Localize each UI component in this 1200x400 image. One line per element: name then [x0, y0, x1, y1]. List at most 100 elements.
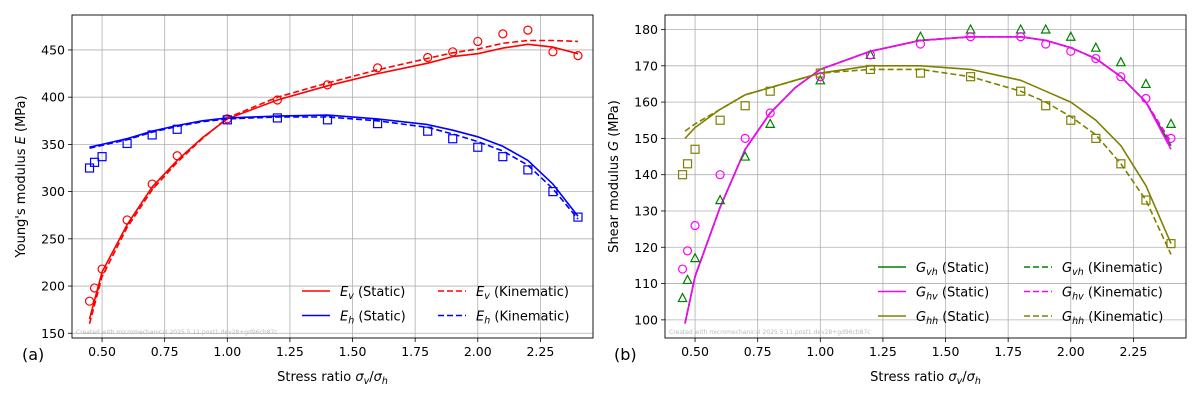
series-line-ev-static: [88, 43, 579, 320]
data-point-marker: [677, 264, 688, 274]
y-tick-label: 110: [634, 276, 658, 291]
data-point-marker: [498, 29, 508, 39]
data-point-marker: [1090, 41, 1102, 52]
data-point-marker: [573, 212, 583, 222]
data-point-marker: [272, 113, 282, 123]
data-point-marker: [423, 52, 433, 63]
data-point-marker: [1140, 78, 1152, 89]
legend-entry-label: Gvh (Static): [916, 261, 989, 278]
data-point-marker: [1015, 23, 1026, 34]
y-tick-label: 170: [634, 58, 658, 73]
x-tick-label: 2.25: [1119, 344, 1147, 359]
x-tick-label: 1.25: [276, 344, 304, 359]
x-tick-label: 0.50: [88, 344, 116, 359]
x-axis-label: Stress ratio σv/σh: [277, 370, 388, 387]
data-point-marker: [1016, 32, 1026, 42]
data-point-marker: [1066, 46, 1076, 56]
data-point-marker: [1116, 72, 1126, 82]
data-point-marker: [523, 165, 533, 175]
legend: Ev (Static) Eh (Static) Ev (Kinematic) Eh (…: [302, 285, 569, 327]
data-point-marker: [272, 95, 282, 105]
x-tick-label: 0.50: [681, 344, 709, 359]
data-point-marker: [765, 108, 775, 118]
data-point-marker: [548, 47, 558, 57]
series-line-ghh-static: [684, 65, 1172, 244]
data-point-marker: [172, 124, 182, 134]
panel-tag: (b): [614, 345, 637, 364]
data-point-marker: [1040, 23, 1051, 34]
y-tick-label: 100: [634, 312, 658, 327]
legend-entry-label: Ghh (Static): [916, 310, 990, 327]
data-point-marker: [448, 134, 458, 144]
data-point-marker: [473, 36, 483, 47]
chart-panel-b: 0.50 0.75 1.00 1.25 1.50 1.75 2.00 2.25 100 110 12…: [607, 14, 1187, 387]
x-tick-label: 1.00: [806, 344, 834, 359]
y-tick-label: 250: [41, 231, 65, 246]
data-point-marker: [714, 194, 726, 205]
x-tick-label: 0.75: [151, 344, 179, 359]
data-point-marker: [222, 115, 232, 125]
markers-eh: [84, 113, 583, 222]
data-point-marker: [682, 246, 693, 256]
y-tick-label: 300: [41, 184, 65, 199]
x-tick-label: 2.25: [526, 344, 554, 359]
data-point-marker: [677, 292, 688, 303]
y-tick-label: 130: [634, 203, 658, 218]
legend-entry-label: Eh (Static): [340, 310, 406, 327]
data-point-marker: [715, 170, 725, 180]
data-point-marker: [682, 274, 693, 285]
data-point-marker: [1091, 133, 1101, 143]
x-axis-label: Stress ratio σv/σh: [870, 370, 981, 387]
data-point-marker: [498, 152, 508, 162]
data-point-marker: [1091, 53, 1101, 64]
x-tick-label: 2.00: [1057, 344, 1085, 359]
data-point-marker: [1141, 195, 1151, 205]
panel-tag: (a): [22, 345, 44, 364]
data-point-marker: [677, 170, 688, 180]
data-point-marker: [682, 159, 693, 169]
data-point-marker: [147, 179, 157, 189]
series-lines: [88, 39, 579, 325]
plot-frame: [664, 14, 1187, 339]
y-axis-label: Young's modulus E (MPa): [14, 95, 29, 258]
data-point-marker: [715, 115, 725, 125]
x-tick-label: 1.75: [994, 344, 1022, 359]
data-point-marker: [739, 150, 751, 161]
y-axis-label: Shear modulus G (MPa): [607, 100, 622, 253]
data-point-marker: [689, 252, 701, 263]
data-point-marker: [89, 283, 100, 293]
y-tick-label: 120: [634, 240, 658, 255]
y-tick-label: 160: [634, 95, 658, 110]
x-tick-label: 1.50: [339, 344, 367, 359]
data-point-marker: [372, 119, 383, 129]
data-point-marker: [84, 296, 95, 306]
data-point-marker: [915, 30, 926, 41]
x-tick-label: 1.75: [401, 344, 429, 359]
y-tick-label: 400: [41, 90, 65, 105]
data-point-marker: [97, 264, 107, 274]
y-tick-label: 150: [41, 326, 65, 341]
legend-entry-label: Ghv (Static): [916, 286, 989, 303]
x-tick-label: 1.50: [932, 344, 960, 359]
data-point-marker: [1066, 115, 1076, 125]
legend-entry-label: Gvh (Kinematic): [1062, 261, 1163, 278]
x-tick-label: 1.25: [869, 344, 897, 359]
y-tick-label: 200: [41, 279, 65, 294]
data-point-marker: [1166, 239, 1176, 249]
legend-entry-label: Ghv (Kinematic): [1062, 286, 1163, 303]
grid-lines: [72, 15, 593, 338]
legend-entry-label: Eh (Kinematic): [476, 310, 569, 327]
data-point-marker: [122, 138, 132, 149]
data-point-marker: [740, 133, 750, 143]
data-point-marker: [423, 126, 433, 136]
markers-ev: [84, 25, 583, 306]
data-point-marker: [84, 163, 95, 173]
series-line-ev-kinematic: [88, 39, 579, 325]
data-point-marker: [740, 101, 750, 111]
data-point-marker: [97, 152, 107, 162]
data-point-marker: [322, 80, 333, 90]
data-point-marker: [1041, 39, 1051, 49]
data-point-marker: [690, 144, 700, 154]
y-tick-label: 350: [41, 137, 65, 152]
legend: Gvh (Static) Ghv (Static) Ghh (Static) Gvh …: [878, 261, 1163, 327]
